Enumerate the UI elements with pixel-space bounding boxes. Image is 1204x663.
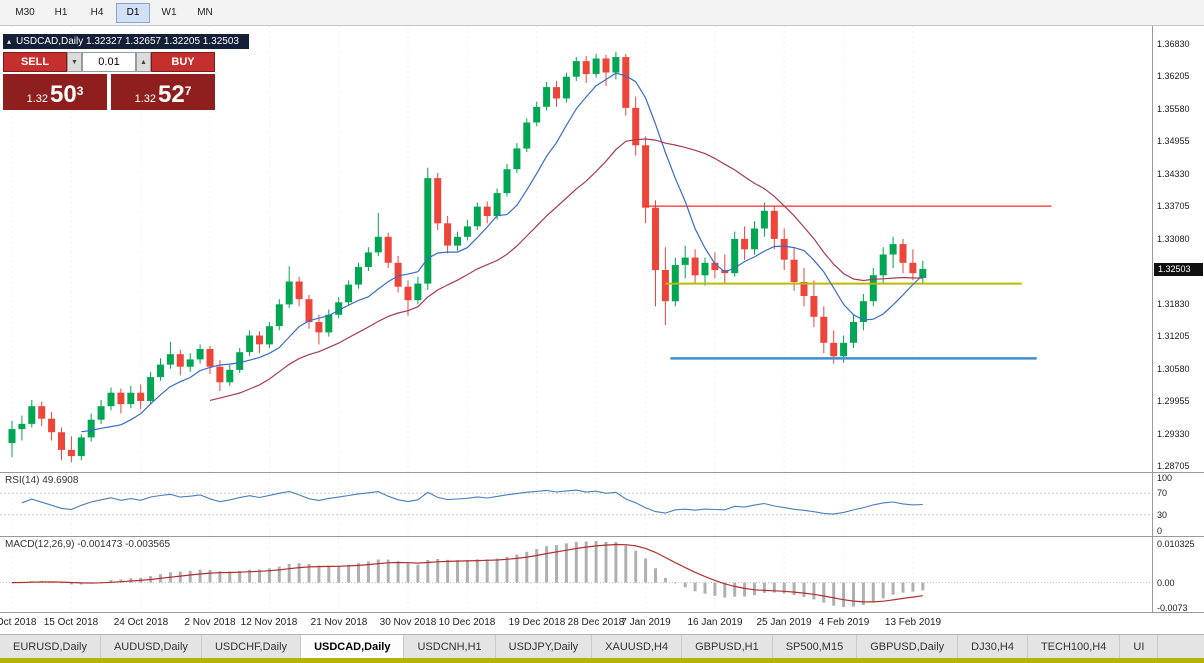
chart-title-bar: ▴ USDCAD,Daily 1.32327 1.32657 1.32205 1… bbox=[3, 34, 249, 49]
date-label: 30 Nov 2018 bbox=[379, 617, 437, 628]
date-label: 12 Nov 2018 bbox=[240, 617, 298, 628]
bid-price-point: 3 bbox=[76, 84, 84, 98]
date-label: 28 Dec 2018 bbox=[567, 617, 625, 628]
bid-price-prefix: 1.32 bbox=[26, 93, 49, 105]
timeframe-toolbar: M30 H1 H4 D1 W1 MN bbox=[0, 0, 1204, 26]
price-scale-label: 1.29330 bbox=[1157, 429, 1190, 439]
date-label: 4 Feb 2019 bbox=[818, 617, 870, 628]
tab-gbpusd-h1[interactable]: GBPUSD,H1 bbox=[682, 635, 773, 658]
chart-tab-bar: EURUSD,Daily AUDUSD,Daily USDCHF,Daily USDC… bbox=[0, 634, 1204, 658]
price-scale-label: 1.29955 bbox=[1157, 396, 1190, 406]
rsi-scale-label: 30 bbox=[1157, 510, 1168, 520]
macd-scale-label: 0.00 bbox=[1157, 578, 1175, 588]
chart-title: USDCAD,Daily 1.32327 1.32657 1.32205 1.3… bbox=[16, 36, 239, 47]
date-label: 19 Dec 2018 bbox=[508, 617, 566, 628]
macd-scale-label: 0.010325 bbox=[1157, 539, 1195, 549]
rsi-scale: 100 70 30 0 bbox=[1152, 473, 1204, 536]
date-label: 16 Jan 2019 bbox=[687, 617, 743, 628]
macd-plot[interactable]: MACD(12,26,9) -0.001473 -0.003565 bbox=[0, 537, 1152, 612]
date-label: 13 Feb 2019 bbox=[884, 617, 942, 628]
price-scale-label: 1.33080 bbox=[1157, 234, 1190, 244]
tab-audusd-daily[interactable]: AUDUSD,Daily bbox=[100, 635, 202, 658]
timeframe-button-h1[interactable]: H1 bbox=[44, 2, 78, 23]
bid-price-pips: 50 bbox=[50, 81, 77, 108]
timeframe-button-w1[interactable]: W1 bbox=[152, 2, 186, 23]
tab-eurusd-daily[interactable]: EURUSD,Daily bbox=[0, 635, 101, 658]
current-price-badge: 1.32503 bbox=[1154, 263, 1203, 276]
rsi-scale-label: 0 bbox=[1157, 526, 1163, 536]
ask-price-display[interactable]: 1.32 52 7 bbox=[111, 74, 215, 110]
price-scale-label: 1.36830 bbox=[1157, 39, 1190, 49]
main-chart-plot[interactable]: ▴ USDCAD,Daily 1.32327 1.32657 1.32205 1… bbox=[0, 26, 1152, 472]
price-scale-label: 1.31205 bbox=[1157, 331, 1190, 341]
price-scale-label: 1.31830 bbox=[1157, 299, 1190, 309]
price-scale-label: 1.28705 bbox=[1157, 461, 1190, 471]
price-scale-label: 1.35580 bbox=[1157, 104, 1190, 114]
tab-usdcnh-h1[interactable]: USDCNH,H1 bbox=[404, 635, 496, 658]
tab-usdcad-daily[interactable]: USDCAD,Daily bbox=[301, 635, 405, 658]
date-label: 24 Oct 2018 bbox=[113, 617, 169, 628]
date-label: 7 Jan 2019 bbox=[621, 617, 671, 628]
date-label: 5 Oct 2018 bbox=[0, 617, 37, 628]
rsi-label: RSI(14) 49.6908 bbox=[5, 475, 79, 486]
tab-xauusd-h4[interactable]: XAUUSD,H4 bbox=[592, 635, 683, 658]
date-label: 25 Jan 2019 bbox=[756, 617, 812, 628]
lot-size-input[interactable]: 0.01 bbox=[82, 52, 136, 72]
tab-dj30-h4[interactable]: DJ30,H4 bbox=[958, 635, 1028, 658]
timeframe-button-m30[interactable]: M30 bbox=[8, 2, 42, 23]
rsi-scale-label: 100 bbox=[1157, 473, 1173, 483]
tab-tech100-h4[interactable]: TECH100,H4 bbox=[1027, 635, 1121, 658]
tab-sp500-m15[interactable]: SP500,M15 bbox=[772, 635, 858, 658]
main-chart-panel: ▴ USDCAD,Daily 1.32327 1.32657 1.32205 1… bbox=[0, 26, 1204, 472]
lot-increase-button[interactable]: ▲ bbox=[136, 52, 151, 72]
date-axis: 5 Oct 2018 15 Oct 2018 24 Oct 2018 2 Nov 20… bbox=[0, 612, 1204, 634]
price-scale-label: 1.34330 bbox=[1157, 169, 1190, 179]
tab-gbpusd-daily[interactable]: GBPUSD,Daily bbox=[857, 635, 959, 658]
bottom-strip bbox=[0, 658, 1204, 663]
macd-panel: MACD(12,26,9) -0.001473 -0.003565 0.0103… bbox=[0, 536, 1204, 612]
price-scale-label: 1.34955 bbox=[1157, 136, 1190, 146]
macd-scale: 0.010325 0.00 -0.0073 bbox=[1152, 537, 1204, 612]
tab-usdjpy-daily[interactable]: USDJPY,Daily bbox=[495, 635, 593, 658]
bid-price-display[interactable]: 1.32 50 3 bbox=[3, 74, 107, 110]
date-label: 2 Nov 2018 bbox=[184, 617, 236, 628]
ask-price-point: 7 bbox=[184, 84, 192, 98]
timeframe-button-mn[interactable]: MN bbox=[188, 2, 222, 23]
rsi-panel: RSI(14) 49.6908 100 70 30 0 bbox=[0, 472, 1204, 536]
price-scale: 1.36830 1.36205 1.35580 1.34955 1.34330 1.337… bbox=[1152, 26, 1204, 472]
one-click-trading-panel: SELL ▼ 0.01 ▲ BUY 1.32 50 3 1.32 52 7 bbox=[3, 52, 215, 110]
rsi-plot[interactable]: RSI(14) 49.6908 bbox=[0, 473, 1152, 536]
macd-scale-label: -0.0073 bbox=[1157, 603, 1188, 612]
macd-label: MACD(12,26,9) -0.001473 -0.003565 bbox=[5, 539, 171, 550]
date-label: 15 Oct 2018 bbox=[43, 617, 99, 628]
price-scale-label: 1.33705 bbox=[1157, 201, 1190, 211]
date-label: 21 Nov 2018 bbox=[310, 617, 368, 628]
ask-price-pips: 52 bbox=[158, 81, 185, 108]
tab-ui[interactable]: UI bbox=[1120, 635, 1159, 658]
timeframe-button-d1[interactable]: D1 bbox=[116, 2, 150, 23]
rsi-scale-label: 70 bbox=[1157, 488, 1168, 498]
collapse-icon: ▴ bbox=[7, 37, 12, 46]
sell-button[interactable]: SELL bbox=[3, 52, 67, 72]
timeframe-button-h4[interactable]: H4 bbox=[80, 2, 114, 23]
date-label: 10 Dec 2018 bbox=[438, 617, 496, 628]
buy-button[interactable]: BUY bbox=[151, 52, 215, 72]
tab-usdchf-daily[interactable]: USDCHF,Daily bbox=[201, 635, 302, 658]
lot-decrease-button[interactable]: ▼ bbox=[67, 52, 82, 72]
price-scale-label: 1.30580 bbox=[1157, 364, 1190, 374]
price-scale-label: 1.36205 bbox=[1157, 71, 1190, 81]
ask-price-prefix: 1.32 bbox=[134, 93, 157, 105]
